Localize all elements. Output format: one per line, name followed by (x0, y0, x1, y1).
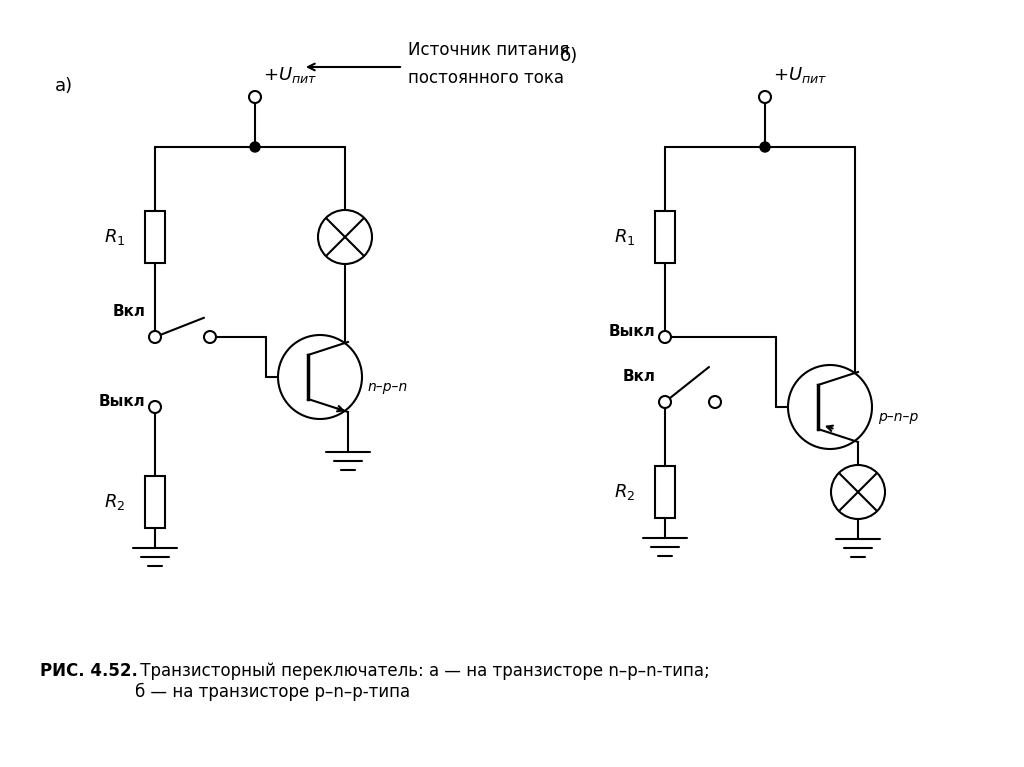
Text: Транзисторный переключатель: а — на транзисторе n–p–n-типа;
б — на транзисторе p: Транзисторный переключатель: а — на тран… (135, 662, 710, 701)
Text: $+U_{\mathit{пит}}$: $+U_{\mathit{пит}}$ (773, 65, 827, 85)
Bar (145, 211, 165, 263)
Circle shape (659, 396, 671, 408)
Bar (655, 211, 675, 263)
Text: Вкл: Вкл (623, 369, 655, 384)
Circle shape (249, 91, 261, 103)
Text: постоянного тока: постоянного тока (408, 69, 564, 87)
Text: б): б) (560, 47, 579, 65)
Text: $+U_{\mathit{пит}}$: $+U_{\mathit{пит}}$ (263, 65, 317, 85)
Text: Источник питания: Источник питания (408, 41, 569, 59)
Bar (655, 466, 675, 518)
Text: n–p–n: n–p–n (368, 380, 409, 394)
Circle shape (150, 331, 161, 343)
Circle shape (760, 142, 770, 152)
Text: а): а) (55, 77, 73, 95)
Text: Выкл: Выкл (608, 324, 655, 340)
Circle shape (150, 401, 161, 413)
Circle shape (250, 142, 260, 152)
Circle shape (659, 331, 671, 343)
Text: Выкл: Выкл (98, 394, 145, 410)
Text: Вкл: Вкл (112, 304, 145, 319)
Text: РИС. 4.52.: РИС. 4.52. (40, 662, 138, 680)
Circle shape (788, 365, 872, 449)
Text: $R_2$: $R_2$ (103, 492, 125, 512)
Circle shape (759, 91, 771, 103)
Circle shape (709, 396, 721, 408)
Text: $R_1$: $R_1$ (613, 227, 635, 247)
Text: $R_1$: $R_1$ (103, 227, 125, 247)
Circle shape (318, 210, 372, 264)
Circle shape (204, 331, 216, 343)
Text: $R_2$: $R_2$ (613, 482, 635, 502)
Circle shape (831, 465, 885, 519)
Text: p–n–p: p–n–p (878, 410, 919, 424)
Bar (145, 476, 165, 528)
Circle shape (278, 335, 362, 419)
